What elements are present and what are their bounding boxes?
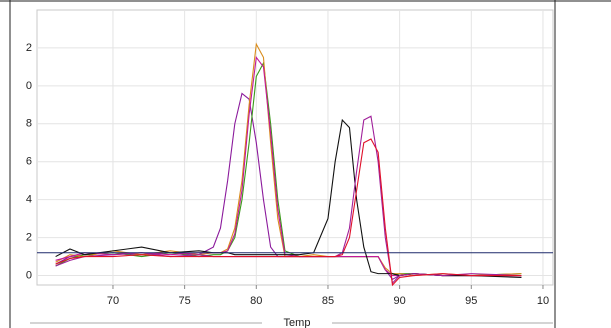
melt-curve [55, 118, 522, 278]
x-tick-label: 90 [394, 295, 406, 307]
x-tick-label: 85 [322, 295, 334, 307]
x-tick-label: 80 [250, 295, 262, 307]
plot-area [36, 9, 554, 286]
x-tick-label: 10 [537, 295, 549, 307]
y-tick-label: 4 [26, 194, 32, 206]
y-tick-label: 6 [26, 156, 32, 168]
x-tick-label: 70 [107, 295, 119, 307]
y-tick-label: 0 [26, 80, 32, 92]
y-tick-label: 2 [26, 231, 32, 243]
y-tick-label: 2 [26, 42, 32, 54]
x-tick-label: 75 [179, 295, 191, 307]
melt-curve [55, 138, 522, 287]
y-tick-label: 0 [26, 269, 32, 281]
x-tick-label: 95 [465, 295, 477, 307]
x-axis-title: Temp [284, 317, 311, 328]
y-tick-label: 8 [26, 118, 32, 130]
